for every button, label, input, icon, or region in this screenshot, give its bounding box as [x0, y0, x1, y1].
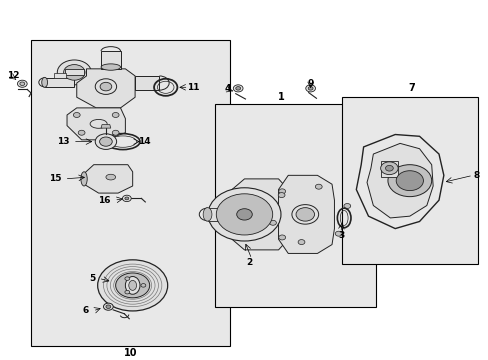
Polygon shape	[101, 51, 120, 69]
Circle shape	[57, 60, 91, 85]
Circle shape	[100, 82, 112, 91]
Ellipse shape	[81, 172, 87, 186]
Bar	[30, 40, 229, 346]
Circle shape	[78, 130, 85, 135]
Circle shape	[315, 184, 322, 189]
Circle shape	[305, 85, 315, 92]
Circle shape	[385, 165, 392, 171]
Ellipse shape	[106, 174, 116, 180]
Circle shape	[269, 220, 276, 225]
Circle shape	[63, 64, 85, 80]
Circle shape	[112, 130, 119, 135]
Polygon shape	[229, 179, 283, 250]
Text: 10: 10	[123, 348, 137, 358]
Ellipse shape	[125, 276, 140, 294]
Circle shape	[112, 113, 119, 117]
Circle shape	[95, 79, 116, 94]
Polygon shape	[64, 69, 84, 75]
Circle shape	[95, 134, 116, 149]
Circle shape	[395, 171, 423, 190]
Circle shape	[298, 240, 305, 244]
Bar	[215, 104, 375, 307]
Circle shape	[278, 193, 285, 198]
Text: 4: 4	[224, 84, 230, 93]
Ellipse shape	[295, 208, 314, 221]
Circle shape	[103, 303, 113, 310]
Circle shape	[380, 162, 397, 175]
Polygon shape	[366, 143, 432, 218]
Circle shape	[216, 194, 272, 235]
Text: 6: 6	[82, 306, 89, 315]
Circle shape	[278, 189, 285, 194]
Circle shape	[235, 87, 240, 90]
Text: 2: 2	[246, 258, 252, 267]
Polygon shape	[84, 165, 132, 193]
Text: 14: 14	[138, 137, 151, 146]
Circle shape	[20, 82, 25, 86]
Polygon shape	[67, 108, 125, 140]
Text: 5: 5	[89, 274, 96, 283]
Circle shape	[278, 235, 285, 240]
Circle shape	[296, 212, 303, 217]
Text: 12: 12	[7, 71, 20, 80]
Circle shape	[141, 284, 145, 287]
Polygon shape	[77, 69, 135, 108]
Circle shape	[124, 197, 128, 200]
Circle shape	[122, 195, 131, 202]
Circle shape	[233, 85, 243, 92]
Circle shape	[242, 235, 248, 240]
Circle shape	[387, 165, 431, 197]
Text: 11: 11	[187, 83, 199, 92]
Circle shape	[100, 137, 112, 146]
Ellipse shape	[90, 120, 107, 128]
Text: 9: 9	[307, 79, 313, 88]
Circle shape	[116, 273, 149, 298]
Text: 1: 1	[277, 92, 284, 102]
Polygon shape	[101, 125, 111, 128]
Ellipse shape	[128, 280, 136, 291]
Circle shape	[124, 277, 129, 280]
Text: 16: 16	[98, 196, 110, 205]
Polygon shape	[207, 208, 229, 221]
Text: 13: 13	[57, 137, 70, 146]
Text: 7: 7	[408, 84, 415, 93]
Ellipse shape	[203, 208, 211, 221]
Text: 15: 15	[48, 174, 61, 183]
Ellipse shape	[41, 77, 47, 87]
Ellipse shape	[101, 64, 120, 70]
Bar	[341, 97, 477, 264]
Circle shape	[73, 113, 80, 117]
Circle shape	[18, 80, 27, 87]
Polygon shape	[45, 78, 74, 87]
Circle shape	[124, 291, 129, 294]
Circle shape	[207, 188, 281, 241]
Polygon shape	[54, 73, 65, 78]
Circle shape	[307, 87, 312, 90]
Ellipse shape	[291, 204, 318, 224]
Circle shape	[106, 305, 111, 309]
Text: 8: 8	[473, 171, 479, 180]
Polygon shape	[135, 76, 159, 90]
Text: 3: 3	[338, 231, 344, 240]
Polygon shape	[380, 161, 397, 177]
Circle shape	[343, 203, 350, 208]
Circle shape	[98, 260, 167, 311]
Circle shape	[242, 189, 248, 194]
Polygon shape	[278, 175, 334, 253]
Circle shape	[224, 212, 230, 217]
Circle shape	[236, 209, 252, 220]
Circle shape	[335, 231, 342, 236]
